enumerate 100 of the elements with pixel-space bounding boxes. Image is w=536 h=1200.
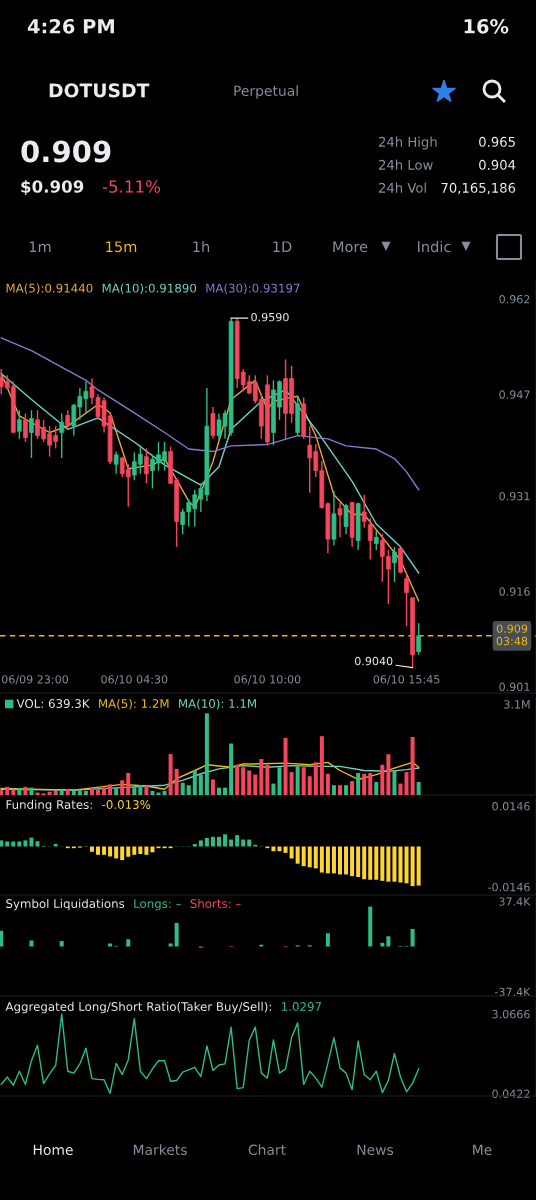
text: MA(10):0.91890 xyxy=(102,283,197,294)
bar xyxy=(271,846,276,852)
bar xyxy=(416,846,421,886)
bar xyxy=(59,941,64,947)
y-tick-label: 0.947 xyxy=(499,390,530,399)
y-tick-label: 37.4K xyxy=(499,897,531,906)
bar xyxy=(0,930,4,947)
bar xyxy=(223,787,228,795)
bar xyxy=(0,840,4,847)
bar xyxy=(192,770,197,795)
y-tick-label: 0.901 xyxy=(499,682,530,692)
candlestick xyxy=(392,546,397,583)
bar xyxy=(289,772,294,795)
bar xyxy=(59,790,64,795)
bar xyxy=(108,943,113,947)
bar xyxy=(168,943,173,947)
text: 0.904 xyxy=(479,159,516,170)
bar xyxy=(17,788,22,795)
bar xyxy=(180,782,185,795)
candlestick xyxy=(361,494,367,529)
bar xyxy=(35,841,40,847)
text: 0.909 xyxy=(21,140,111,163)
bar xyxy=(247,770,252,795)
text: More xyxy=(333,241,368,253)
series-label: 1.0297 xyxy=(281,1002,321,1012)
bar xyxy=(168,754,173,795)
bar xyxy=(386,936,391,947)
bar xyxy=(410,737,415,795)
bar xyxy=(144,786,149,795)
bar xyxy=(380,764,385,795)
text: Perpetual xyxy=(234,85,298,99)
x-tick-label: 06/10 04:30 xyxy=(101,675,168,685)
bar xyxy=(283,846,288,853)
bar xyxy=(47,791,52,795)
bar xyxy=(319,846,324,873)
bar xyxy=(132,846,137,855)
text: 3.1M xyxy=(504,700,530,709)
bar xyxy=(29,837,34,847)
series-label: Longs: – xyxy=(134,899,181,911)
text: 24h High xyxy=(378,136,437,150)
text: News xyxy=(357,1144,394,1156)
text: 15m xyxy=(106,241,137,253)
bar xyxy=(229,743,234,795)
bar xyxy=(313,846,318,869)
bar xyxy=(356,772,361,795)
y-tick-label: 0.931 xyxy=(499,492,530,501)
bar xyxy=(404,772,409,795)
text: MA(5):0.91440 xyxy=(6,283,93,294)
text: 1D xyxy=(273,241,292,253)
bar xyxy=(380,846,385,881)
text: $0.909 xyxy=(21,179,84,196)
bar xyxy=(29,940,34,947)
x-tick-label: 06/10 10:00 xyxy=(234,675,301,685)
bar xyxy=(301,846,306,867)
bar xyxy=(325,846,330,874)
text: Markets xyxy=(133,1144,187,1156)
bar xyxy=(392,770,397,795)
bar xyxy=(253,774,258,795)
bar xyxy=(392,846,397,882)
candlestick xyxy=(337,501,343,539)
bar xyxy=(223,834,228,847)
text: -0.013% xyxy=(102,800,151,810)
bar xyxy=(23,840,28,847)
bar xyxy=(289,846,294,859)
text: 24h Low xyxy=(378,159,433,170)
bar xyxy=(301,767,306,795)
bar xyxy=(132,786,137,795)
candlestick xyxy=(144,447,149,485)
bar xyxy=(150,790,155,795)
bar xyxy=(331,846,336,874)
candlestick xyxy=(343,502,349,535)
bar xyxy=(295,846,300,864)
text: 24h Vol xyxy=(378,182,426,193)
bar xyxy=(277,846,282,852)
bar xyxy=(204,713,209,795)
candlestick xyxy=(29,409,34,459)
text: Chart xyxy=(248,1144,286,1156)
text: MA(30):0.93197 xyxy=(206,283,300,294)
bar xyxy=(410,928,415,947)
bar xyxy=(120,846,125,861)
bar xyxy=(398,783,403,795)
ref-line-label: 0.909 03:48 xyxy=(496,624,528,646)
bar xyxy=(210,779,215,795)
bar xyxy=(138,846,143,854)
bar xyxy=(265,764,270,795)
bar xyxy=(71,790,76,795)
bar xyxy=(386,754,391,795)
bar xyxy=(5,786,10,795)
bar xyxy=(344,846,349,875)
text: -5.11% xyxy=(102,180,161,193)
bar xyxy=(217,836,221,847)
bar xyxy=(319,736,324,795)
bar xyxy=(331,785,336,795)
bar xyxy=(126,846,131,857)
bar xyxy=(368,906,373,947)
bar xyxy=(337,785,342,795)
bar xyxy=(337,846,342,875)
candlestick xyxy=(17,409,22,440)
bar xyxy=(362,773,367,795)
bar xyxy=(350,781,355,795)
